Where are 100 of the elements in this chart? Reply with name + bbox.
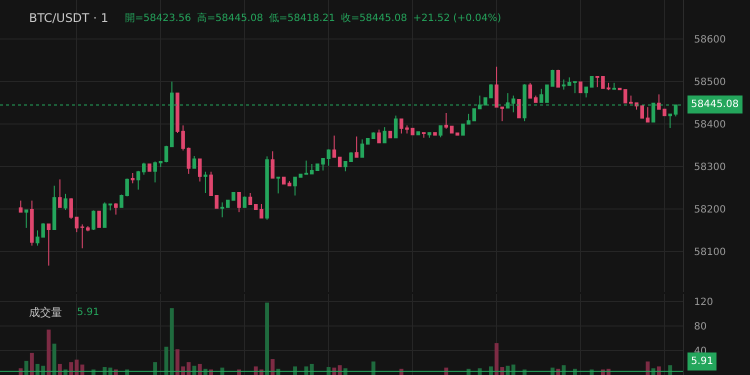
candlestick bbox=[114, 202, 118, 216]
candlestick bbox=[52, 185, 56, 230]
candlestick bbox=[192, 155, 196, 169]
candlestick bbox=[102, 202, 107, 228]
bar bbox=[153, 362, 158, 375]
candlestick bbox=[360, 138, 364, 158]
candlestick bbox=[260, 204, 264, 219]
candlestick bbox=[18, 200, 23, 213]
candlestick bbox=[220, 202, 224, 218]
y-tick-label: 80 bbox=[694, 321, 707, 332]
candlestick bbox=[623, 88, 628, 104]
candlestick bbox=[108, 203, 112, 211]
candlestick bbox=[80, 224, 84, 249]
candlestick bbox=[153, 161, 157, 183]
candlestick bbox=[573, 80, 577, 94]
y-tick-label: 58100 bbox=[694, 247, 726, 258]
annotation: 5.91 bbox=[77, 307, 100, 318]
candlestick bbox=[528, 82, 532, 100]
candlestick bbox=[293, 176, 297, 196]
candlestick bbox=[428, 132, 432, 138]
candlestick bbox=[24, 209, 28, 228]
candlestick bbox=[164, 145, 168, 163]
candlestick bbox=[209, 171, 213, 196]
bar bbox=[310, 364, 314, 375]
bar bbox=[24, 360, 28, 375]
candlestick bbox=[242, 196, 247, 208]
bar bbox=[265, 302, 269, 375]
candlestick bbox=[433, 132, 437, 136]
candlestick bbox=[494, 66, 498, 108]
candlestick bbox=[142, 162, 146, 176]
candlestick bbox=[30, 200, 34, 246]
bar bbox=[198, 364, 202, 375]
candlestick bbox=[64, 193, 68, 210]
candlestick bbox=[282, 176, 286, 185]
candlestick bbox=[366, 138, 370, 146]
bar bbox=[80, 364, 84, 375]
candlestick bbox=[422, 132, 426, 138]
candlestick bbox=[438, 124, 442, 138]
candlestick bbox=[567, 76, 572, 86]
y-tick-label: 58200 bbox=[694, 204, 726, 216]
ref-line-label: 58445.08 bbox=[691, 99, 739, 110]
candlestick bbox=[450, 125, 454, 134]
y-tick-label: 58400 bbox=[694, 120, 726, 131]
y-tick-label: 58300 bbox=[694, 162, 726, 174]
candlestick bbox=[377, 129, 381, 144]
candlestick bbox=[158, 160, 163, 168]
candlestick bbox=[444, 112, 448, 130]
y-tick-label: 120 bbox=[694, 296, 714, 308]
candlestick bbox=[148, 163, 152, 172]
candlestick bbox=[276, 176, 280, 194]
candlestick bbox=[310, 164, 314, 175]
y-tick-label: 58500 bbox=[694, 77, 726, 88]
candlestick bbox=[92, 210, 96, 230]
candlestick bbox=[198, 158, 202, 182]
candlestick bbox=[595, 76, 600, 88]
candlestick bbox=[500, 106, 504, 122]
candlestick bbox=[248, 192, 252, 206]
bar bbox=[58, 364, 62, 375]
candlestick bbox=[186, 146, 191, 174]
candlestick bbox=[382, 126, 386, 144]
candlestick bbox=[354, 136, 358, 158]
candlestick bbox=[326, 148, 330, 166]
candlestick bbox=[646, 106, 650, 123]
y-tick-label: 58600 bbox=[694, 34, 726, 46]
candlestick bbox=[332, 135, 336, 158]
candlestick bbox=[97, 210, 101, 228]
annotation: 收=58445.08 bbox=[341, 13, 408, 24]
candlestick bbox=[590, 76, 594, 88]
candlestick bbox=[578, 81, 582, 94]
candlestick bbox=[640, 104, 644, 120]
annotation: 低=58418.21 bbox=[269, 13, 336, 24]
candlestick bbox=[270, 150, 275, 180]
bar bbox=[270, 359, 275, 375]
candlestick bbox=[584, 86, 588, 98]
ref-line-label: 5.91 bbox=[691, 356, 714, 367]
candlestick bbox=[517, 98, 521, 119]
candlestick bbox=[237, 192, 241, 213]
candlestick bbox=[668, 114, 672, 128]
candlestick bbox=[265, 156, 269, 220]
candlestick bbox=[74, 216, 79, 233]
candlestick bbox=[204, 171, 208, 194]
bar bbox=[52, 344, 56, 375]
candlestick bbox=[69, 198, 73, 220]
candlestick bbox=[562, 78, 566, 90]
candlestick bbox=[232, 192, 236, 201]
candlestick bbox=[288, 180, 292, 187]
candlestick bbox=[214, 194, 219, 209]
candlestick bbox=[136, 170, 140, 190]
bar bbox=[170, 308, 174, 375]
candlestick bbox=[556, 69, 560, 88]
candlestick bbox=[130, 172, 135, 184]
candlestick bbox=[46, 223, 51, 266]
annotation: 開=58423.56 bbox=[125, 13, 192, 24]
candlestick bbox=[226, 199, 230, 208]
candlestick bbox=[534, 95, 538, 104]
text: BTC/USDT · 1 bbox=[29, 11, 108, 25]
annotation: 高=58445.08 bbox=[197, 12, 264, 24]
bar bbox=[668, 365, 672, 375]
candlestick bbox=[394, 115, 398, 139]
bar bbox=[30, 352, 34, 375]
